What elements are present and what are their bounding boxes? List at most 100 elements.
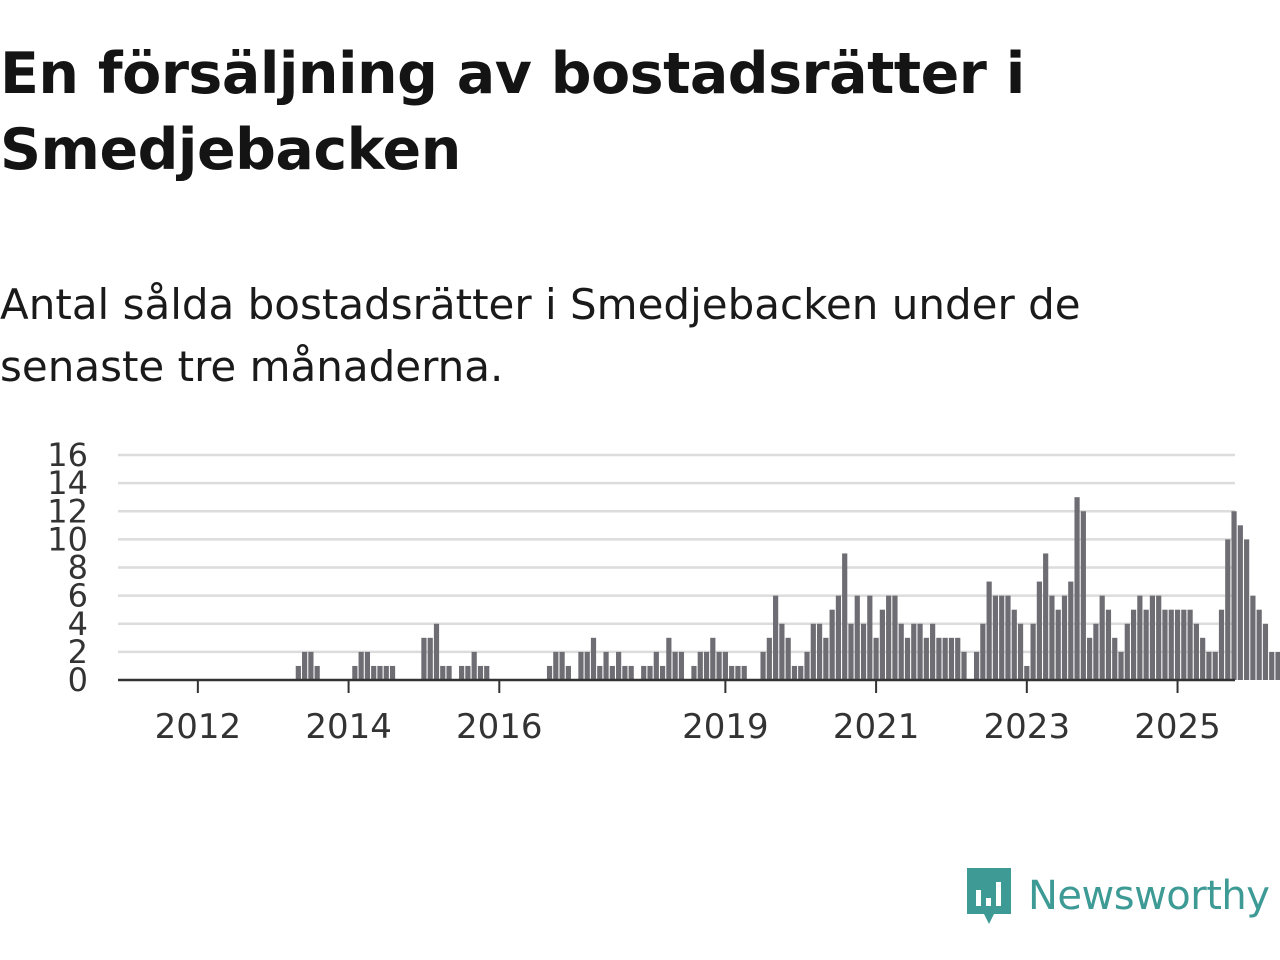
bar — [421, 637, 427, 680]
bar — [295, 665, 301, 680]
chart-title: En försäljning av bostadsrätter i Smedje… — [0, 41, 1025, 183]
y-tick-label: 2 — [68, 633, 88, 671]
bar — [383, 665, 389, 680]
bar — [1237, 525, 1243, 680]
bar — [446, 665, 452, 680]
bar — [314, 665, 320, 680]
bar — [427, 637, 433, 680]
y-tick-label: 14 — [47, 464, 88, 502]
bar — [1011, 609, 1017, 680]
bar — [1017, 623, 1024, 680]
chart-subtitle: Antal sålda bostadsrätter i Smedjebacken… — [0, 280, 1081, 391]
bar — [584, 651, 590, 681]
bar — [659, 665, 666, 680]
bar — [597, 665, 603, 680]
bar — [1105, 609, 1112, 680]
bar — [1149, 595, 1156, 681]
bar — [1093, 623, 1099, 680]
bar — [578, 651, 584, 681]
bar — [628, 665, 634, 680]
bar — [917, 623, 923, 680]
bar — [1087, 637, 1093, 680]
brand-name: Newsworthy — [1028, 873, 1270, 919]
bar — [873, 637, 879, 680]
bar — [1055, 609, 1061, 680]
newsworthy-logo-icon — [967, 868, 1011, 924]
bar — [484, 665, 490, 680]
bar — [823, 637, 829, 680]
bar — [930, 623, 936, 680]
bar — [1043, 553, 1049, 680]
bar — [609, 665, 615, 680]
y-tick-label: 12 — [47, 492, 88, 530]
bar — [1275, 651, 1280, 681]
bar — [722, 651, 728, 681]
bar — [1231, 511, 1237, 680]
bar — [433, 623, 440, 680]
bar — [653, 651, 659, 681]
bar — [678, 651, 685, 681]
bar — [1162, 609, 1168, 680]
bar — [999, 595, 1005, 681]
brand-logo[interactable]: Newsworthy — [964, 864, 1270, 928]
bar — [904, 637, 911, 680]
bar — [1269, 651, 1275, 681]
bar — [1212, 651, 1218, 681]
bar — [854, 595, 860, 681]
bar — [1061, 595, 1068, 681]
bar — [936, 637, 942, 680]
y-tick-label: 4 — [68, 605, 88, 643]
bar — [1080, 511, 1086, 680]
bar — [1074, 497, 1080, 680]
y-tick-label: 16 — [47, 436, 88, 474]
bar — [622, 665, 628, 680]
bar — [798, 665, 804, 680]
bar — [553, 651, 559, 681]
bar — [1030, 623, 1036, 680]
bar — [741, 665, 747, 680]
bar — [371, 665, 377, 680]
bar — [590, 637, 597, 680]
bar — [477, 665, 484, 680]
bar — [973, 651, 980, 681]
bar — [1218, 609, 1225, 680]
bar — [647, 665, 653, 680]
bar — [546, 665, 553, 680]
bar — [1049, 595, 1055, 681]
bar — [697, 651, 703, 681]
y-tick-label: 10 — [47, 520, 88, 558]
x-tick-label: 2025 — [1134, 707, 1221, 747]
bar — [879, 609, 885, 680]
x-tick-label: 2021 — [833, 707, 920, 747]
bar — [1174, 609, 1181, 680]
bar — [1168, 609, 1174, 680]
x-axis: 2012 2014 2016 2019 2021 2023 2025 — [155, 680, 1221, 747]
bar — [440, 665, 446, 680]
bar — [961, 651, 967, 681]
bar — [760, 651, 766, 681]
bar — [1206, 651, 1212, 681]
bar — [565, 665, 571, 680]
bar — [867, 595, 873, 681]
bar — [1244, 539, 1250, 681]
bar — [829, 609, 835, 680]
bar — [848, 623, 854, 680]
bar — [766, 637, 772, 680]
bar — [898, 623, 904, 680]
bar — [785, 637, 791, 680]
bar — [1099, 595, 1105, 681]
bar — [735, 665, 741, 680]
bar — [364, 651, 371, 681]
bar — [1137, 595, 1143, 681]
bar — [1130, 609, 1137, 680]
bar — [471, 651, 477, 681]
grid-lines — [118, 453, 1235, 654]
bar — [816, 623, 823, 680]
x-tick-label: 2012 — [155, 707, 242, 747]
bar — [302, 651, 308, 681]
bar — [886, 595, 892, 681]
bar — [892, 595, 898, 681]
bar — [1156, 595, 1162, 681]
bar — [352, 665, 358, 680]
x-tick-label: 2023 — [984, 707, 1071, 747]
